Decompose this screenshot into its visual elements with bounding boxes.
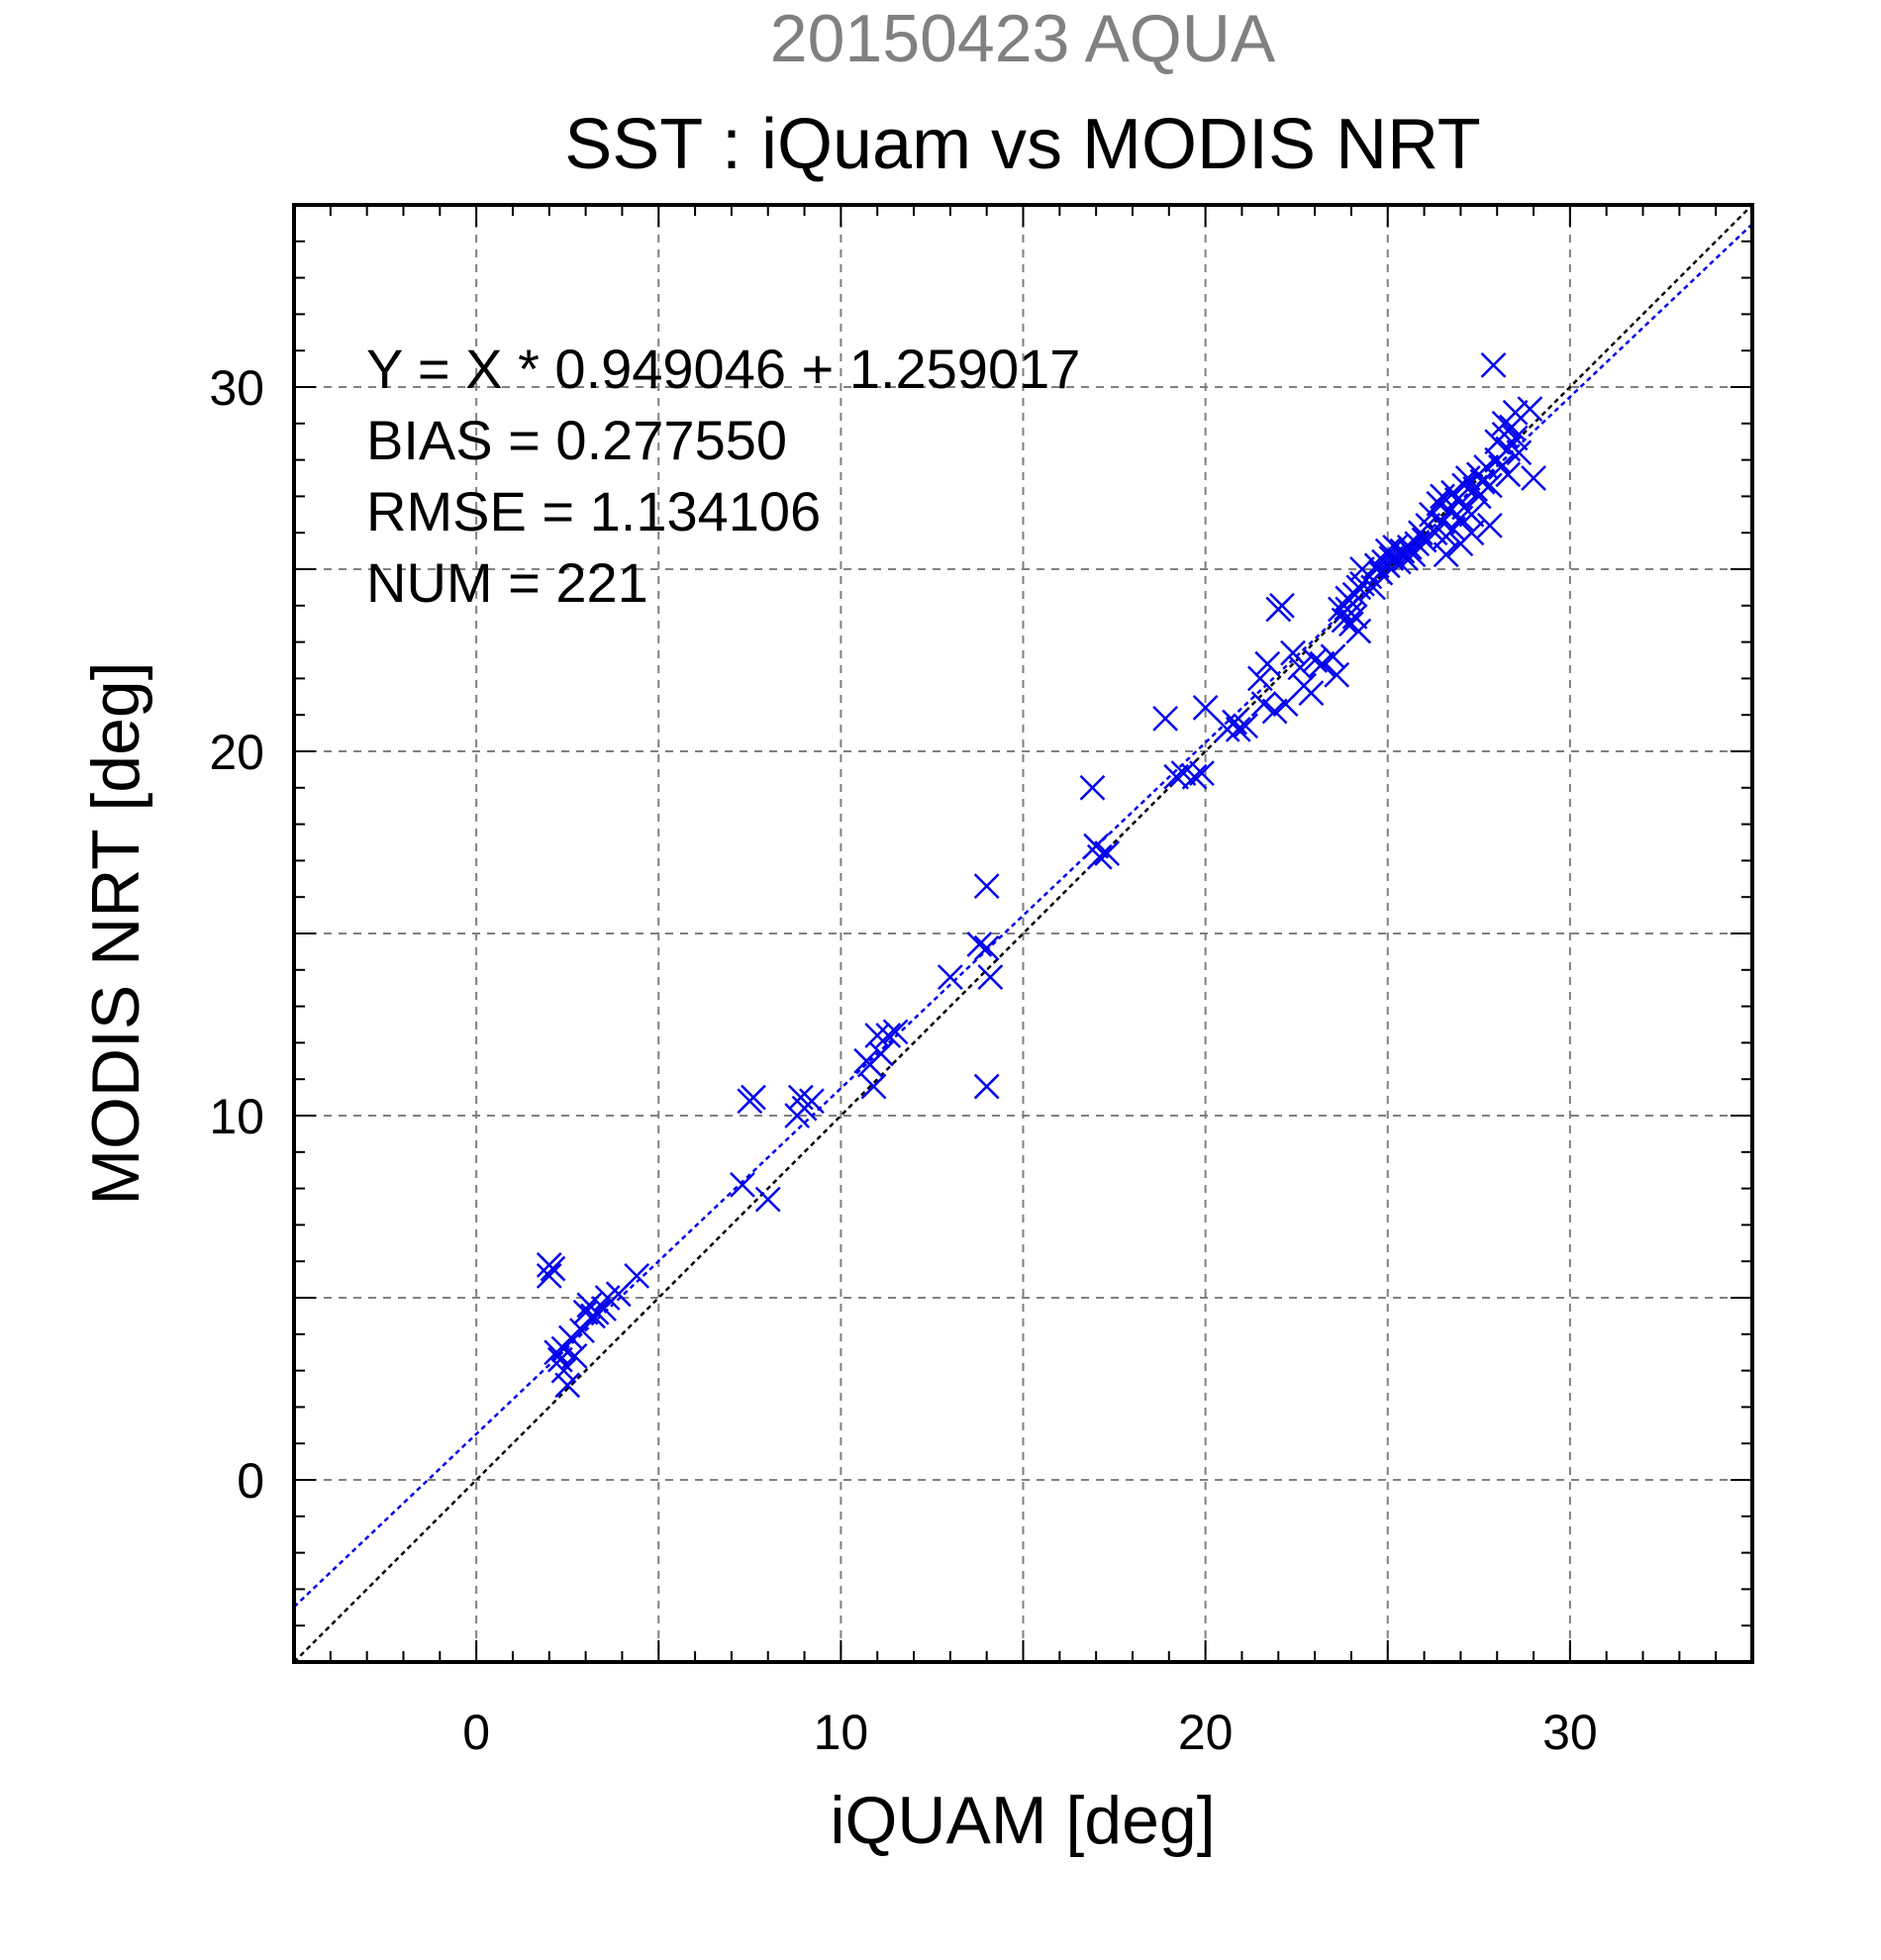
data-point [1521,465,1546,491]
y-tick-label: 30 [209,360,264,416]
data-point [554,1372,581,1399]
data-point [550,1357,577,1384]
data-point [536,1263,562,1289]
data-point [1476,472,1503,499]
data-point [1476,512,1503,539]
data-point [1086,843,1113,870]
data-point [569,1318,595,1344]
data-point [882,1019,909,1045]
data-point [1458,520,1485,546]
data-point [937,964,963,991]
data-point [1506,440,1533,466]
stat-line: Y = X * 0.949046 + 1.259017 [366,338,1080,400]
data-point [1298,680,1325,707]
data-point [860,1073,887,1100]
data-point [540,1255,566,1282]
data-point [730,1172,755,1198]
data-point [1345,618,1372,644]
x-tick-label: 10 [814,1705,869,1760]
x-axis-label: iQUAM [deg] [830,1783,1215,1858]
x-tick-label: 0 [462,1705,490,1760]
data-point [973,873,1000,900]
data-point [1480,352,1507,378]
data-point [1396,535,1423,560]
data-point [977,964,1004,991]
x-tick-label: 30 [1542,1705,1598,1760]
x-tick-labels: 0 10 20 30 [462,1705,1597,1760]
y-tick-label: 10 [209,1089,264,1144]
data-point [1433,541,1459,568]
data-point [741,1084,766,1111]
data-point [1280,639,1306,666]
stat-line: BIAS = 0.277550 [366,409,787,471]
grid-lines [294,205,1752,1662]
data-point [1181,763,1208,790]
chart-subtitle: 20150423 AQUA [770,1,1276,76]
data-point [867,1040,894,1067]
data-point [1502,399,1529,426]
data-point [799,1088,825,1115]
data-point [1261,698,1288,725]
data-point [1469,468,1496,495]
data-point [864,1023,891,1048]
y-tick-label: 0 [237,1453,264,1509]
data-point [875,1023,902,1048]
data-point [572,1299,599,1325]
data-point [973,934,1000,961]
data-point [1225,717,1251,742]
data-point [1254,650,1281,677]
data-point [1320,643,1346,670]
data-point [624,1263,650,1289]
x-tick-label: 20 [1178,1705,1234,1760]
data-point [583,1299,610,1325]
data-points [536,352,1546,1399]
data-point [1094,840,1121,866]
data-point [754,1186,781,1213]
y-tick-label: 20 [209,725,264,780]
data-point [1163,763,1190,790]
data-point [1250,691,1277,718]
data-point [1517,396,1543,422]
stat-line: RMSE = 1.134106 [366,480,821,542]
data-point [1269,592,1295,619]
data-point [966,931,993,957]
data-point [561,1342,588,1369]
data-point [1341,581,1368,608]
data-point [1079,774,1106,801]
data-point [1309,650,1336,677]
data-point [1233,713,1259,739]
stats-box: Y = X * 0.949046 + 1.259017 BIAS = 0.277… [366,338,1080,614]
data-point [1152,705,1179,732]
data-point [1192,694,1219,721]
data-point [1458,501,1485,528]
data-point [1324,661,1350,688]
data-point [1246,665,1273,692]
data-point [1495,461,1522,488]
data-point [973,1073,1000,1100]
data-point [1189,760,1215,786]
plot-frame [292,203,1754,1664]
data-point [1360,574,1386,601]
y-axis-label: MODIS NRT [deg] [78,661,153,1205]
stat-line: NUM = 221 [366,551,648,614]
y-tick-labels: 0 10 20 30 [209,360,264,1509]
data-point [1502,425,1529,451]
data-point [1341,603,1368,630]
chart-title: SST : iQuam vs MODIS NRT [564,105,1481,184]
